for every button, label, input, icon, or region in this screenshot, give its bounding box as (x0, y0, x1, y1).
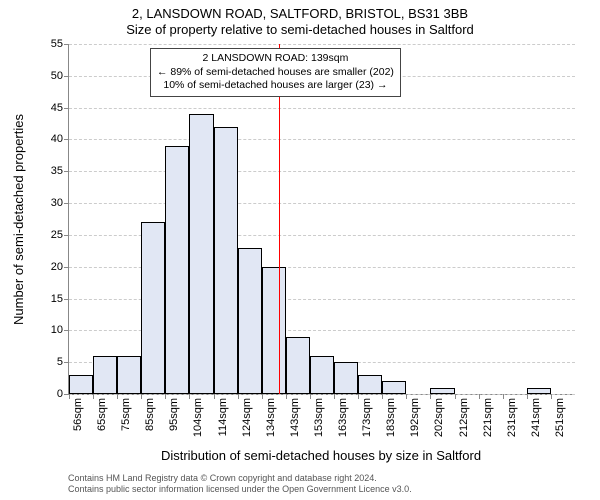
x-tick-label: 95sqm (168, 398, 180, 431)
x-tick-label: 153sqm (313, 398, 325, 437)
attribution-text: Contains HM Land Registry data © Crown c… (68, 473, 574, 495)
y-tick-label: 55 (51, 38, 63, 50)
histogram-bar (334, 362, 358, 394)
x-tick-mark (141, 394, 142, 399)
y-tick-label: 15 (51, 293, 63, 305)
gridline (69, 139, 575, 140)
x-tick-label: 173sqm (361, 398, 373, 437)
x-tick-mark (455, 394, 456, 399)
x-tick-label: 85sqm (144, 398, 156, 431)
y-tick-mark (64, 267, 69, 268)
histogram-bar (310, 356, 334, 394)
histogram-bar (165, 146, 189, 394)
gridline (69, 171, 575, 172)
y-tick-mark (64, 299, 69, 300)
x-tick-mark (262, 394, 263, 399)
x-tick-mark (93, 394, 94, 399)
y-tick-mark (64, 171, 69, 172)
x-tick-mark (165, 394, 166, 399)
y-tick-label: 40 (51, 133, 63, 145)
y-axis-label: Number of semi-detached properties (10, 44, 26, 394)
y-tick-label: 35 (51, 165, 63, 177)
histogram-bar (382, 381, 406, 394)
x-tick-label: 104sqm (192, 398, 204, 437)
x-tick-mark (382, 394, 383, 399)
y-tick-mark (64, 330, 69, 331)
x-tick-mark (214, 394, 215, 399)
histogram-bar (189, 114, 213, 394)
annotation-line: 10% of semi-detached houses are larger (… (157, 79, 394, 93)
y-tick-label: 45 (51, 102, 63, 114)
y-tick-label: 20 (51, 261, 63, 273)
x-tick-mark (551, 394, 552, 399)
y-tick-mark (64, 362, 69, 363)
x-tick-label: 192sqm (409, 398, 421, 437)
x-tick-label: 241sqm (530, 398, 542, 437)
x-axis-label: Distribution of semi-detached houses by … (68, 448, 574, 463)
annotation-box: 2 LANSDOWN ROAD: 139sqm← 89% of semi-det… (150, 48, 401, 97)
x-tick-mark (69, 394, 70, 399)
x-tick-label: 56sqm (72, 398, 84, 431)
y-tick-mark (64, 235, 69, 236)
y-tick-label: 10 (51, 324, 63, 336)
histogram-bar (358, 375, 382, 394)
plot-area: 051015202530354045505556sqm65sqm75sqm85s… (68, 44, 575, 395)
histogram-bar (262, 267, 286, 394)
histogram-bar (117, 356, 141, 394)
y-tick-mark (64, 203, 69, 204)
histogram-bar (93, 356, 117, 394)
x-tick-label: 202sqm (433, 398, 445, 437)
x-tick-mark (334, 394, 335, 399)
y-tick-mark (64, 44, 69, 45)
x-tick-mark (310, 394, 311, 399)
gridline (69, 394, 575, 395)
x-tick-mark (117, 394, 118, 399)
x-tick-label: 134sqm (265, 398, 277, 437)
x-tick-mark (406, 394, 407, 399)
histogram-bar (69, 375, 93, 394)
x-tick-mark (238, 394, 239, 399)
y-tick-label: 30 (51, 197, 63, 209)
x-tick-mark (286, 394, 287, 399)
x-tick-label: 124sqm (241, 398, 253, 437)
histogram-bar (214, 127, 238, 394)
x-tick-mark (527, 394, 528, 399)
gridline (69, 44, 575, 45)
x-tick-label: 143sqm (289, 398, 301, 437)
x-tick-label: 212sqm (458, 398, 470, 437)
histogram-bar (286, 337, 310, 394)
y-tick-mark (64, 76, 69, 77)
x-tick-mark (503, 394, 504, 399)
gridline (69, 203, 575, 204)
x-tick-mark (358, 394, 359, 399)
x-tick-label: 251sqm (554, 398, 566, 437)
histogram-bar (141, 222, 165, 394)
annotation-line: ← 89% of semi-detached houses are smalle… (157, 66, 394, 80)
x-tick-label: 183sqm (385, 398, 397, 437)
y-tick-label: 5 (57, 356, 63, 368)
x-tick-mark (189, 394, 190, 399)
x-tick-label: 163sqm (337, 398, 349, 437)
x-tick-label: 65sqm (96, 398, 108, 431)
y-tick-label: 0 (57, 388, 63, 400)
x-tick-label: 231sqm (506, 398, 518, 437)
y-tick-label: 25 (51, 229, 63, 241)
x-tick-label: 114sqm (217, 398, 229, 436)
annotation-line: 2 LANSDOWN ROAD: 139sqm (157, 52, 394, 66)
gridline (69, 108, 575, 109)
chart-title-main: 2, LANSDOWN ROAD, SALTFORD, BRISTOL, BS3… (0, 6, 600, 21)
histogram-bar (527, 388, 551, 394)
x-tick-label: 221sqm (482, 398, 494, 437)
y-tick-label: 50 (51, 70, 63, 82)
y-tick-mark (64, 108, 69, 109)
x-tick-mark (479, 394, 480, 399)
x-tick-mark (430, 394, 431, 399)
chart-title-sub: Size of property relative to semi-detach… (0, 22, 600, 37)
histogram-bar (430, 388, 454, 394)
histogram-bar (238, 248, 262, 394)
x-tick-label: 75sqm (120, 398, 132, 431)
y-tick-mark (64, 139, 69, 140)
